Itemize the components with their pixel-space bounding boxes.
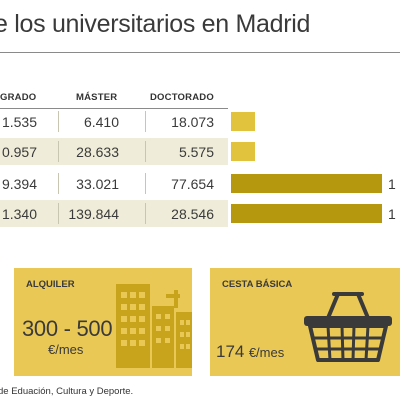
- bar-track: 1: [228, 200, 400, 227]
- card-cesta-value: 174: [216, 342, 245, 361]
- bar: [231, 112, 255, 131]
- bar-end-label: 1: [388, 206, 396, 222]
- cell-master: 28.633: [76, 144, 119, 160]
- card-alquiler-value: 300 - 500: [22, 316, 113, 341]
- cell-master: 33.021: [76, 176, 119, 192]
- bar: [231, 204, 382, 223]
- bar-track: 1: [228, 170, 400, 197]
- basket-icon: [304, 292, 392, 362]
- bar: [231, 142, 255, 161]
- cell-doctorado: 77.654: [171, 176, 214, 192]
- bar-track: [228, 138, 400, 165]
- cell-master: 139.844: [68, 206, 119, 222]
- page-title: e los universitarios en Madrid: [0, 10, 311, 38]
- header-divider: [0, 108, 228, 109]
- column-separator: [145, 173, 146, 194]
- cell-doctorado: 5.575: [178, 144, 214, 160]
- column-separator: [58, 203, 59, 224]
- card-cesta: CESTA BÁSICA 174 €/mes: [210, 268, 400, 376]
- table-row: 9.394 33.021 77.654: [0, 170, 228, 197]
- column-separator: [145, 111, 146, 132]
- cell-master: 6.410: [83, 114, 119, 130]
- cell-doctorado: 28.546: [171, 206, 214, 222]
- column-separator: [145, 141, 146, 162]
- table-row: 1.535 6.410 18.073: [0, 108, 228, 135]
- table-row: 1.340 139.844 28.546: [0, 200, 228, 227]
- card-alquiler: ALQUILER 300 - 500 €/mes: [14, 268, 192, 376]
- title-divider: [0, 52, 400, 53]
- column-separator: [145, 203, 146, 224]
- table-row: 0.957 28.633 5.575: [0, 138, 228, 165]
- column-separator: [58, 141, 59, 162]
- card-cesta-unit: €/mes: [248, 345, 285, 360]
- bar: [231, 174, 382, 193]
- card-cesta-label: CESTA BÁSICA: [222, 279, 293, 290]
- cell-grado: 1.535: [1, 114, 37, 130]
- buildings-icon: [116, 284, 192, 368]
- column-separator: [58, 173, 59, 194]
- header-doctorado: DOCTORADO: [150, 92, 214, 103]
- card-alquiler-unit: €/mes: [48, 342, 84, 357]
- header-master: MÁSTER: [76, 92, 118, 103]
- column-separator: [58, 111, 59, 132]
- card-alquiler-label: ALQUILER: [26, 279, 75, 290]
- header-grado: GRADO: [0, 92, 37, 103]
- cell-grado: 0.957: [1, 144, 37, 160]
- source-note: de Eduación, Cultura y Deporte.: [0, 386, 134, 397]
- cell-doctorado: 18.073: [171, 114, 214, 130]
- bar-end-label: 1: [388, 176, 396, 192]
- bar-track: [228, 108, 400, 135]
- cell-grado: 9.394: [1, 176, 37, 192]
- cell-grado: 1.340: [1, 206, 37, 222]
